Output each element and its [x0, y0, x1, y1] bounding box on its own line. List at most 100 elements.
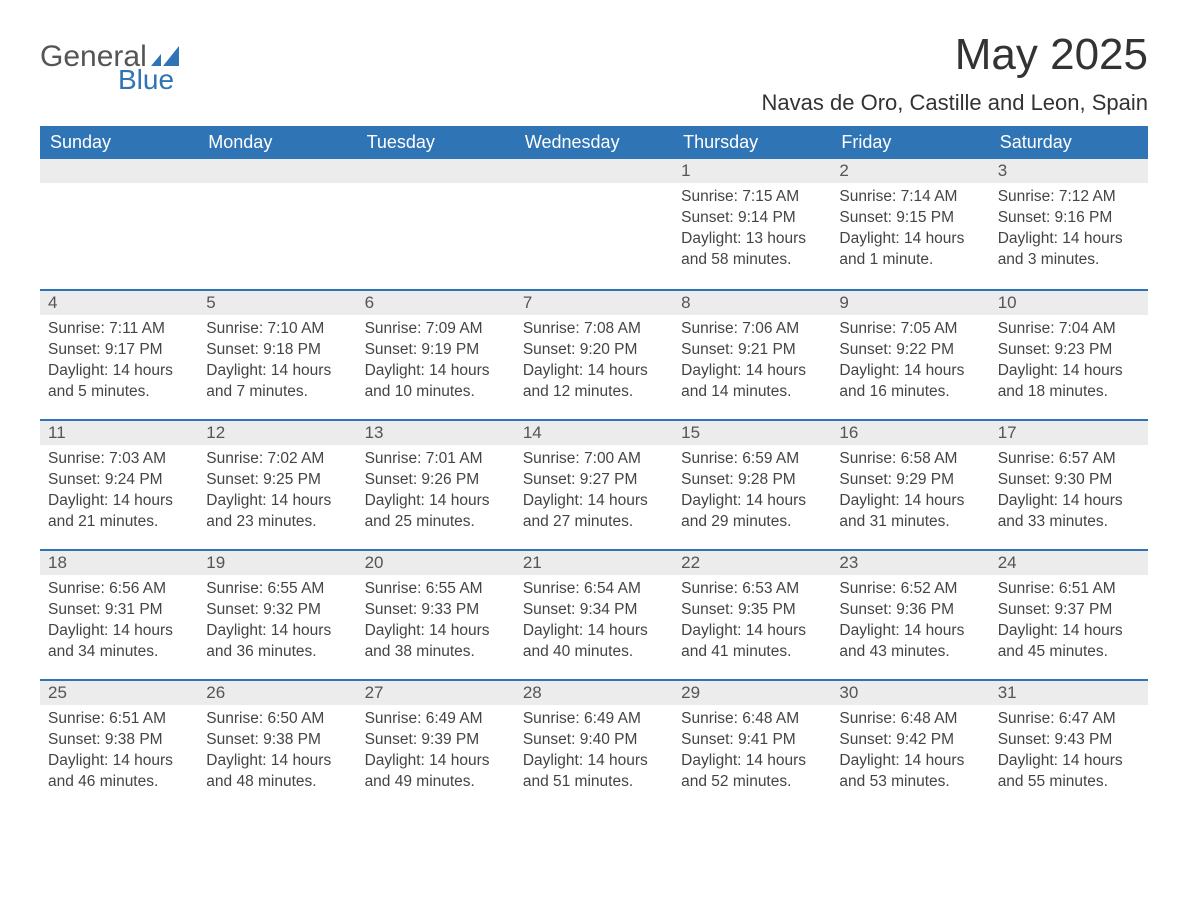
day-number: 19 — [198, 549, 356, 575]
calendar-cell: 4Sunrise: 7:11 AMSunset: 9:17 PMDaylight… — [40, 289, 198, 419]
day-details: Sunrise: 6:58 AMSunset: 9:29 PMDaylight:… — [831, 445, 989, 537]
day-details: Sunrise: 7:03 AMSunset: 9:24 PMDaylight:… — [40, 445, 198, 537]
daylight-text: Daylight: 14 hours and 33 minutes. — [998, 491, 1140, 533]
weekday-header: Wednesday — [515, 126, 673, 159]
day-details: Sunrise: 6:48 AMSunset: 9:42 PMDaylight:… — [831, 705, 989, 797]
sunrise-text: Sunrise: 7:08 AM — [523, 319, 665, 340]
sunrise-text: Sunrise: 7:12 AM — [998, 187, 1140, 208]
daylight-text: Daylight: 14 hours and 16 minutes. — [839, 361, 981, 403]
calendar-week-row: 4Sunrise: 7:11 AMSunset: 9:17 PMDaylight… — [40, 289, 1148, 419]
sunset-text: Sunset: 9:37 PM — [998, 600, 1140, 621]
sunset-text: Sunset: 9:35 PM — [681, 600, 823, 621]
calendar-cell: 31Sunrise: 6:47 AMSunset: 9:43 PMDayligh… — [990, 679, 1148, 809]
daylight-text: Daylight: 14 hours and 51 minutes. — [523, 751, 665, 793]
day-number: 15 — [673, 419, 831, 445]
weekday-header: Tuesday — [357, 126, 515, 159]
day-number: 23 — [831, 549, 989, 575]
day-number: 6 — [357, 289, 515, 315]
sunrise-text: Sunrise: 6:59 AM — [681, 449, 823, 470]
sunset-text: Sunset: 9:21 PM — [681, 340, 823, 361]
page-header: General Blue May 2025 Navas de Oro, Cast… — [40, 30, 1148, 116]
daylight-text: Daylight: 14 hours and 40 minutes. — [523, 621, 665, 663]
calendar-cell: 19Sunrise: 6:55 AMSunset: 9:32 PMDayligh… — [198, 549, 356, 679]
daylight-text: Daylight: 14 hours and 27 minutes. — [523, 491, 665, 533]
day-number: 7 — [515, 289, 673, 315]
sunrise-text: Sunrise: 6:49 AM — [365, 709, 507, 730]
day-details: Sunrise: 6:59 AMSunset: 9:28 PMDaylight:… — [673, 445, 831, 537]
sunrise-text: Sunrise: 6:55 AM — [365, 579, 507, 600]
sunrise-text: Sunrise: 6:48 AM — [839, 709, 981, 730]
day-number: 9 — [831, 289, 989, 315]
sunset-text: Sunset: 9:26 PM — [365, 470, 507, 491]
sunrise-text: Sunrise: 6:49 AM — [523, 709, 665, 730]
calendar-cell: 15Sunrise: 6:59 AMSunset: 9:28 PMDayligh… — [673, 419, 831, 549]
sunrise-text: Sunrise: 6:51 AM — [48, 709, 190, 730]
calendar-cell: 17Sunrise: 6:57 AMSunset: 9:30 PMDayligh… — [990, 419, 1148, 549]
sunset-text: Sunset: 9:25 PM — [206, 470, 348, 491]
day-number: 20 — [357, 549, 515, 575]
sunrise-text: Sunrise: 7:15 AM — [681, 187, 823, 208]
day-number: 5 — [198, 289, 356, 315]
sunset-text: Sunset: 9:22 PM — [839, 340, 981, 361]
day-number: 12 — [198, 419, 356, 445]
sunrise-text: Sunrise: 7:06 AM — [681, 319, 823, 340]
day-details: Sunrise: 6:56 AMSunset: 9:31 PMDaylight:… — [40, 575, 198, 667]
day-number: 30 — [831, 679, 989, 705]
sunset-text: Sunset: 9:16 PM — [998, 208, 1140, 229]
sunset-text: Sunset: 9:32 PM — [206, 600, 348, 621]
calendar-cell: 3Sunrise: 7:12 AMSunset: 9:16 PMDaylight… — [990, 159, 1148, 289]
daylight-text: Daylight: 14 hours and 29 minutes. — [681, 491, 823, 533]
sunset-text: Sunset: 9:34 PM — [523, 600, 665, 621]
day-number: 11 — [40, 419, 198, 445]
sunrise-text: Sunrise: 7:14 AM — [839, 187, 981, 208]
calendar-cell: 24Sunrise: 6:51 AMSunset: 9:37 PMDayligh… — [990, 549, 1148, 679]
sunrise-text: Sunrise: 7:10 AM — [206, 319, 348, 340]
day-number: 10 — [990, 289, 1148, 315]
sunset-text: Sunset: 9:33 PM — [365, 600, 507, 621]
day-details: Sunrise: 6:50 AMSunset: 9:38 PMDaylight:… — [198, 705, 356, 797]
logo-mark-icon — [151, 46, 179, 66]
empty-daynum — [40, 159, 198, 183]
day-details: Sunrise: 7:05 AMSunset: 9:22 PMDaylight:… — [831, 315, 989, 407]
day-number: 22 — [673, 549, 831, 575]
day-details: Sunrise: 6:51 AMSunset: 9:37 PMDaylight:… — [990, 575, 1148, 667]
sunrise-text: Sunrise: 6:53 AM — [681, 579, 823, 600]
calendar-cell: 30Sunrise: 6:48 AMSunset: 9:42 PMDayligh… — [831, 679, 989, 809]
day-details: Sunrise: 6:49 AMSunset: 9:40 PMDaylight:… — [515, 705, 673, 797]
title-block: May 2025 Navas de Oro, Castille and Leon… — [762, 30, 1148, 116]
sunrise-text: Sunrise: 6:56 AM — [48, 579, 190, 600]
calendar-cell: 2Sunrise: 7:14 AMSunset: 9:15 PMDaylight… — [831, 159, 989, 289]
calendar-cell: 27Sunrise: 6:49 AMSunset: 9:39 PMDayligh… — [357, 679, 515, 809]
weekday-header: Thursday — [673, 126, 831, 159]
calendar-cell: 26Sunrise: 6:50 AMSunset: 9:38 PMDayligh… — [198, 679, 356, 809]
daylight-text: Daylight: 14 hours and 48 minutes. — [206, 751, 348, 793]
empty-daynum — [198, 159, 356, 183]
day-details: Sunrise: 6:47 AMSunset: 9:43 PMDaylight:… — [990, 705, 1148, 797]
daylight-text: Daylight: 13 hours and 58 minutes. — [681, 229, 823, 271]
sunset-text: Sunset: 9:15 PM — [839, 208, 981, 229]
sunset-text: Sunset: 9:23 PM — [998, 340, 1140, 361]
calendar-cell — [357, 159, 515, 289]
calendar-cell: 11Sunrise: 7:03 AMSunset: 9:24 PMDayligh… — [40, 419, 198, 549]
calendar-week-row: 1Sunrise: 7:15 AMSunset: 9:14 PMDaylight… — [40, 159, 1148, 289]
calendar-cell: 28Sunrise: 6:49 AMSunset: 9:40 PMDayligh… — [515, 679, 673, 809]
daylight-text: Daylight: 14 hours and 31 minutes. — [839, 491, 981, 533]
sunset-text: Sunset: 9:29 PM — [839, 470, 981, 491]
sunset-text: Sunset: 9:31 PM — [48, 600, 190, 621]
daylight-text: Daylight: 14 hours and 10 minutes. — [365, 361, 507, 403]
empty-daynum — [515, 159, 673, 183]
sunrise-text: Sunrise: 7:03 AM — [48, 449, 190, 470]
empty-daynum — [357, 159, 515, 183]
sunset-text: Sunset: 9:40 PM — [523, 730, 665, 751]
day-number: 14 — [515, 419, 673, 445]
day-number: 29 — [673, 679, 831, 705]
day-details: Sunrise: 7:08 AMSunset: 9:20 PMDaylight:… — [515, 315, 673, 407]
sunrise-text: Sunrise: 7:01 AM — [365, 449, 507, 470]
daylight-text: Daylight: 14 hours and 36 minutes. — [206, 621, 348, 663]
daylight-text: Daylight: 14 hours and 53 minutes. — [839, 751, 981, 793]
calendar-week-row: 18Sunrise: 6:56 AMSunset: 9:31 PMDayligh… — [40, 549, 1148, 679]
sunrise-text: Sunrise: 7:00 AM — [523, 449, 665, 470]
day-details: Sunrise: 6:51 AMSunset: 9:38 PMDaylight:… — [40, 705, 198, 797]
sunset-text: Sunset: 9:14 PM — [681, 208, 823, 229]
day-details: Sunrise: 7:01 AMSunset: 9:26 PMDaylight:… — [357, 445, 515, 537]
